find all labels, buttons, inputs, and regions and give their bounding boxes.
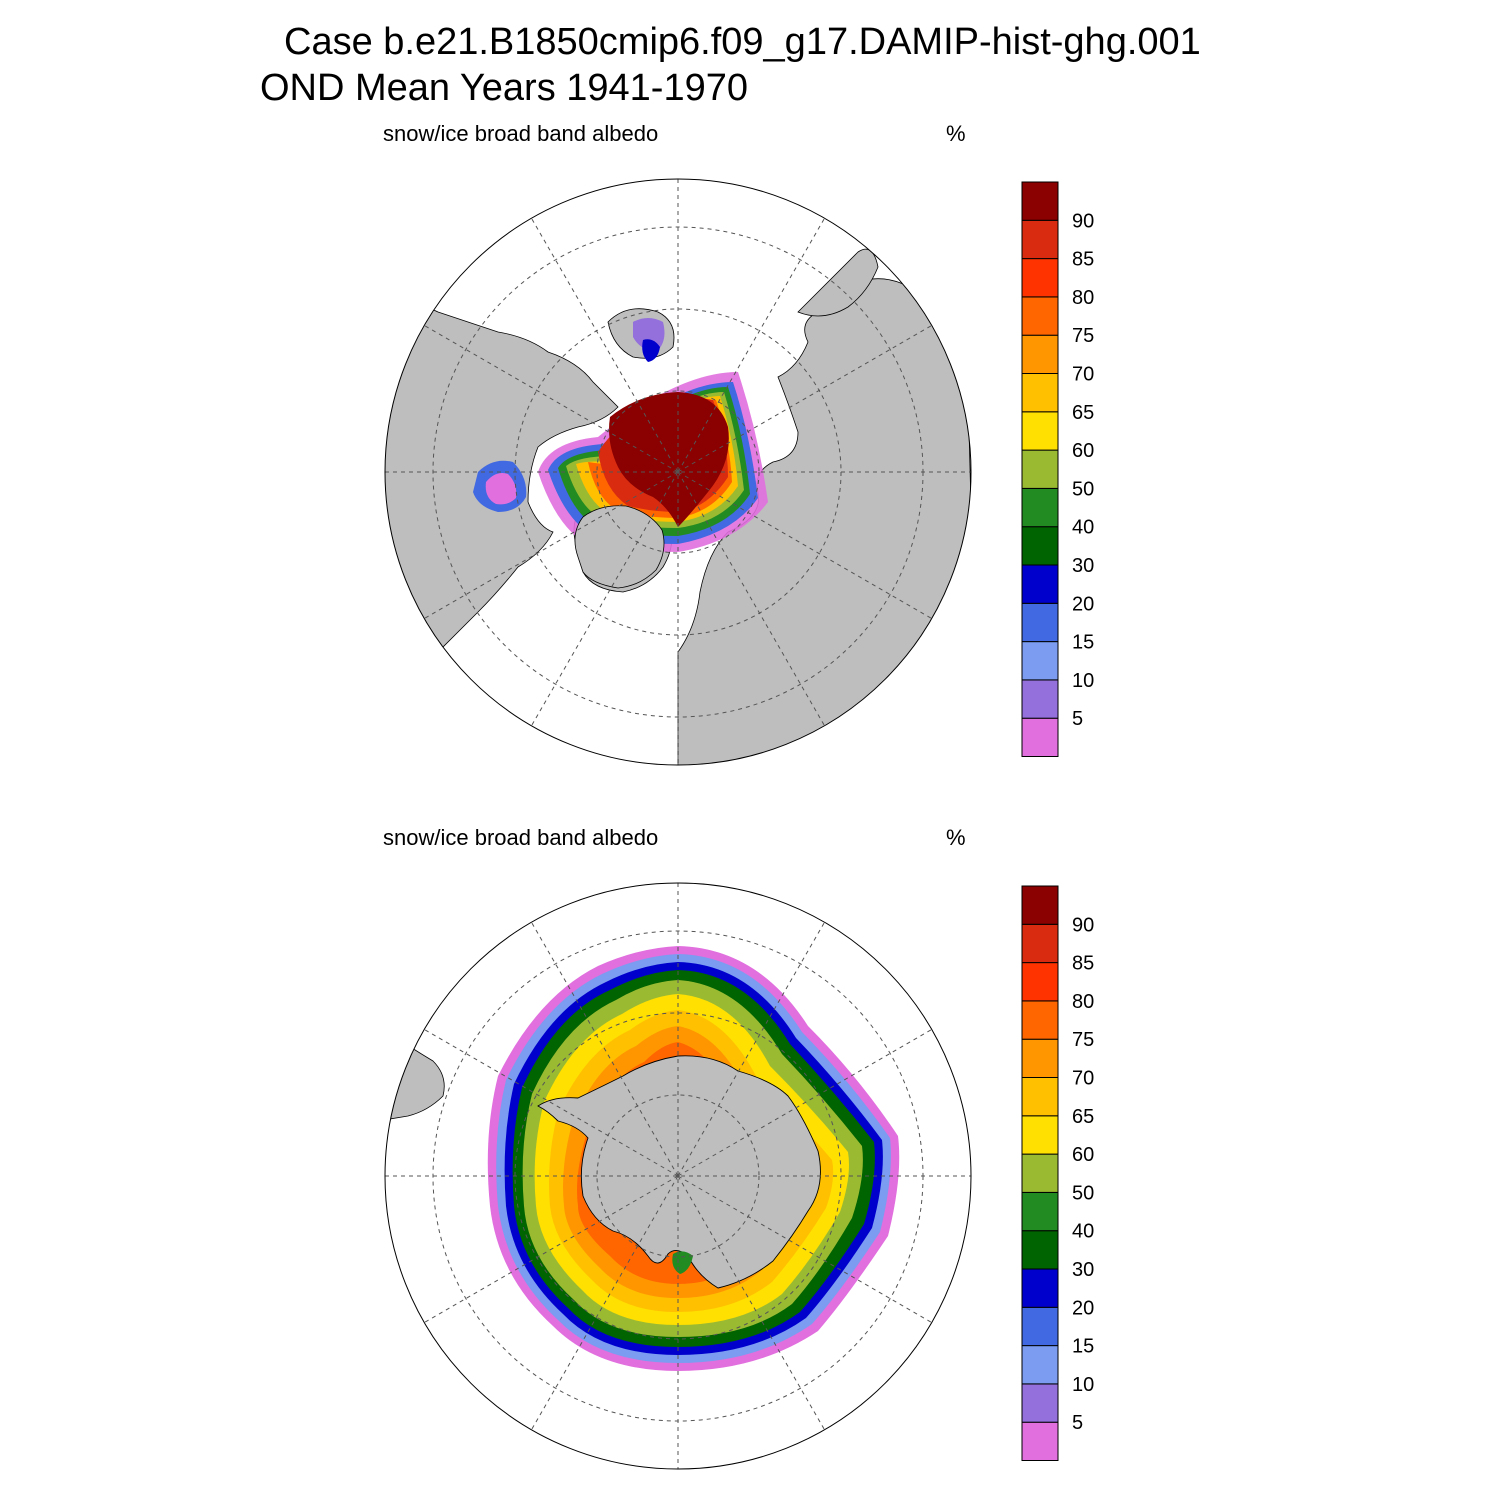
greenland-landmass [574, 505, 665, 589]
colorbar-swatch [1021, 1153, 1059, 1193]
colorbar-tick-label: 60 [1072, 440, 1094, 462]
colorbar-swatch [1021, 962, 1059, 1002]
colorbar-tick-label: 90 [1072, 210, 1094, 232]
colorbar-tick-label: 5 [1072, 1412, 1083, 1434]
colorbar-south: 5 10 15 20 30 40 50 60 65 70 75 80 85 90 [1021, 885, 1094, 1462]
colorbar-tick-label: 65 [1072, 402, 1094, 424]
colorbar-tick-label: 30 [1072, 555, 1094, 577]
sea-ice-albedo-field [473, 318, 768, 552]
colorbar-swatch [1021, 1383, 1059, 1423]
antarctica-landmass [537, 1055, 821, 1289]
colorbar-swatch [1021, 1421, 1059, 1462]
colorbar-tick-label: 75 [1072, 1029, 1094, 1051]
colorbar-tick-label: 75 [1072, 325, 1094, 347]
antarctic-polar-map [384, 882, 972, 1470]
colorbar-tick-label: 85 [1072, 953, 1094, 975]
colorbar-tick-label: 70 [1072, 1068, 1094, 1090]
colorbar-tick-label: 80 [1072, 287, 1094, 309]
colorbar-north: 5 10 15 20 30 40 50 60 65 70 75 80 85 90 [1021, 181, 1094, 758]
colorbar-swatch [1021, 1115, 1059, 1155]
colorbar-tick-label: 5 [1072, 708, 1083, 730]
colorbar-tick-label: 15 [1072, 632, 1094, 654]
colorbar-swatch [1021, 181, 1059, 221]
colorbar-swatch [1021, 885, 1059, 925]
panel-north-units-label: % [946, 121, 966, 146]
map-border [384, 882, 972, 1470]
colorbar-swatch [1021, 1230, 1059, 1270]
colorbar-tick-label: 50 [1072, 1182, 1094, 1204]
colorbar-swatch [1021, 564, 1059, 604]
colorbar-tick-label: 10 [1072, 670, 1094, 692]
colorbar-swatch [1021, 1038, 1059, 1078]
colorbar-tick-label: 60 [1072, 1144, 1094, 1166]
colorbar-tick-label: 40 [1072, 1221, 1094, 1243]
colorbar-swatch [1021, 449, 1059, 489]
colorbar-tick-label: 85 [1072, 249, 1094, 271]
colorbar-swatch [1021, 258, 1059, 298]
colorbar-swatch [1021, 526, 1059, 566]
colorbar-swatch [1021, 1345, 1059, 1385]
panel-south-variable-label: snow/ice broad band albedo [383, 825, 659, 850]
colorbar-swatch [1021, 1077, 1059, 1117]
panel-north-variable-label: snow/ice broad band albedo [383, 121, 659, 146]
colorbar-swatch [1021, 923, 1059, 964]
colorbar-swatch [1021, 679, 1059, 719]
colorbar-tick-label: 80 [1072, 991, 1094, 1013]
colorbar-tick-label: 20 [1072, 1297, 1094, 1319]
colorbar-swatch [1021, 641, 1059, 681]
colorbar-swatch [1021, 373, 1059, 413]
colorbar-swatch [1021, 1191, 1059, 1232]
colorbar-swatch [1021, 334, 1059, 374]
colorbar-swatch [1021, 296, 1059, 336]
colorbar-swatch [1021, 1000, 1059, 1040]
colorbar-swatch [1021, 411, 1059, 451]
colorbar-swatch [1021, 487, 1059, 528]
colorbar-tick-label: 50 [1072, 478, 1094, 500]
colorbar-tick-label: 65 [1072, 1106, 1094, 1128]
plot-title-case: Case b.e21.B1850cmip6.f09_g17.DAMIP-hist… [284, 21, 1201, 63]
colorbar-swatch [1021, 602, 1059, 643]
colorbar-swatch [1021, 1268, 1059, 1308]
colorbar-tick-label: 70 [1072, 364, 1094, 386]
colorbar-tick-label: 20 [1072, 593, 1094, 615]
graticule [385, 883, 971, 1469]
colorbar-tick-label: 40 [1072, 517, 1094, 539]
graticule [385, 179, 971, 765]
colorbar-swatch [1021, 1306, 1059, 1347]
map-border [384, 178, 972, 766]
arctic-polar-map [384, 178, 972, 766]
plot-title-period: OND Mean Years 1941-1970 [260, 67, 748, 109]
panel-south-units-label: % [946, 825, 966, 850]
colorbar-tick-label: 30 [1072, 1259, 1094, 1281]
colorbar-tick-label: 15 [1072, 1336, 1094, 1358]
colorbar-tick-label: 10 [1072, 1374, 1094, 1396]
colorbar-tick-label: 90 [1072, 914, 1094, 936]
colorbar-swatch [1021, 219, 1059, 260]
colorbar-swatch [1021, 717, 1059, 758]
